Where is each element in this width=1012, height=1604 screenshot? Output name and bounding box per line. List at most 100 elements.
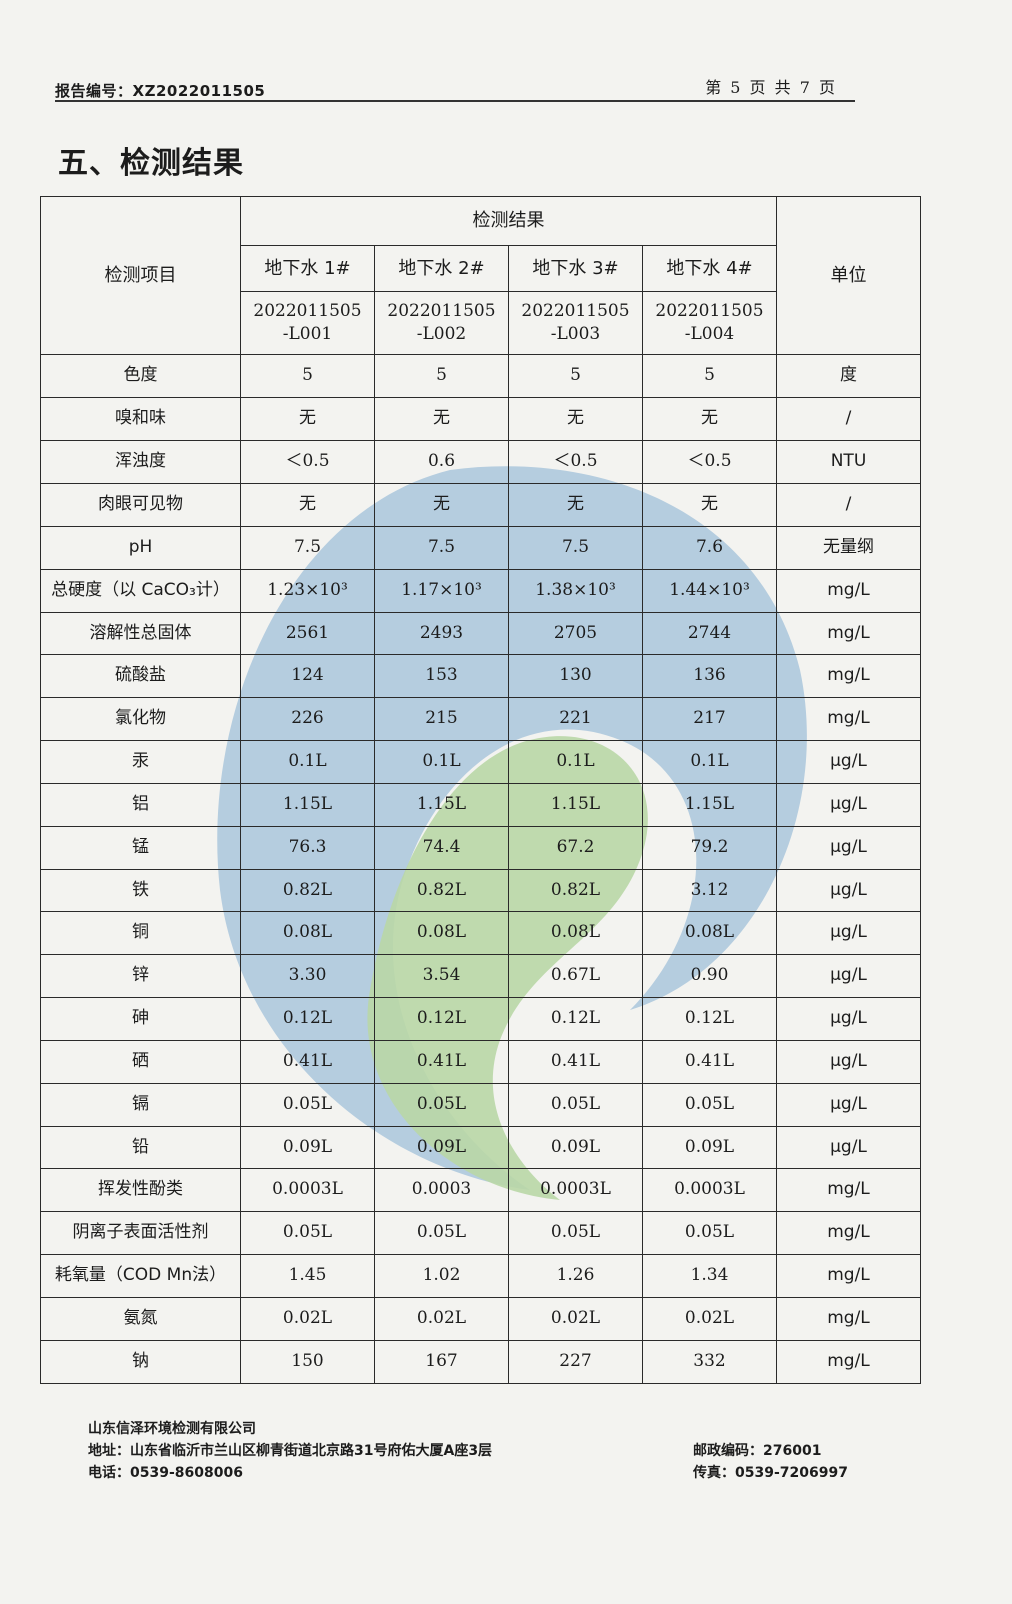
row-item: 氯化物	[40, 697, 241, 742]
row-unit: μg/L	[776, 868, 921, 913]
value-sample-3: 0.0003L	[508, 1168, 643, 1213]
value-sample-3: 1.15L	[508, 782, 643, 827]
table-row: pH 7.5 7.5 7.5 7.6 无量纲	[40, 525, 921, 570]
table-row: 浑浊度 ＜0.5 0.6 ＜0.5 ＜0.5 NTU	[40, 440, 921, 484]
page-header: 报告编号：XZ2022011505 第 5 页 共 7 页	[55, 66, 855, 102]
value-sample-1: 0.1L	[240, 740, 375, 784]
value-sample-4: 3.12	[642, 868, 777, 913]
row-unit: 无量纲	[776, 525, 921, 570]
row-unit: μg/L	[776, 911, 921, 956]
value-sample-2: 0.05L	[374, 1211, 509, 1256]
sample-code: 2022011505-L002	[374, 291, 509, 356]
value-sample-1: 0.02L	[240, 1297, 375, 1341]
value-sample-3: 无	[508, 482, 643, 527]
row-unit: μg/L	[776, 997, 921, 1041]
section-title: 五、检测结果	[58, 146, 244, 181]
value-sample-3: 0.09L	[508, 1125, 643, 1170]
value-sample-2: 74.4	[374, 825, 509, 870]
result-header: 检测结果	[240, 196, 777, 246]
row-item: 总硬度（以 CaCO₃计）	[40, 568, 241, 613]
row-unit: /	[776, 397, 921, 442]
row-unit: mg/L	[776, 611, 921, 656]
value-sample-3: 0.82L	[508, 868, 643, 913]
table-row: 钠 150 167 227 332 mg/L	[40, 1339, 921, 1385]
value-sample-1: 0.09L	[240, 1125, 375, 1170]
value-sample-3: 67.2	[508, 825, 643, 870]
value-sample-1: 76.3	[240, 825, 375, 870]
table-row: 氨氮 0.02L 0.02L 0.02L 0.02L mg/L	[40, 1297, 921, 1341]
value-sample-2: 0.12L	[374, 997, 509, 1041]
value-sample-2: 0.0003	[374, 1168, 509, 1213]
value-sample-2: 215	[374, 697, 509, 742]
value-sample-2: 0.02L	[374, 1297, 509, 1341]
value-sample-1: 0.12L	[240, 997, 375, 1041]
value-sample-3: 0.02L	[508, 1297, 643, 1341]
row-item: 浑浊度	[40, 440, 241, 484]
row-unit: μg/L	[776, 782, 921, 827]
value-sample-1: 1.45	[240, 1254, 375, 1298]
value-sample-3: 0.41L	[508, 1039, 643, 1084]
postcode: 邮政编码：276001	[693, 1443, 822, 1459]
value-sample-2: 无	[374, 482, 509, 527]
row-item: 阴离子表面活性剂	[40, 1211, 241, 1256]
table-row: 硫酸盐 124 153 130 136 mg/L	[40, 654, 921, 699]
fax: 传真：0539-7206997	[693, 1465, 848, 1481]
row-unit: mg/L	[776, 568, 921, 613]
value-sample-4: 1.15L	[642, 782, 777, 827]
value-sample-2: 3.54	[374, 954, 509, 999]
value-sample-4: 79.2	[642, 825, 777, 870]
value-sample-4: 无	[642, 482, 777, 527]
value-sample-3: 0.12L	[508, 997, 643, 1041]
value-sample-4: 0.02L	[642, 1297, 777, 1341]
row-unit: μg/L	[776, 954, 921, 999]
value-sample-4: 1.44×10³	[642, 568, 777, 613]
row-item: 砷	[40, 997, 241, 1041]
value-sample-4: 0.41L	[642, 1039, 777, 1084]
item-header: 检测项目	[40, 195, 241, 356]
value-sample-4: 无	[642, 397, 777, 442]
row-unit: /	[776, 482, 921, 527]
row-item: 钠	[40, 1339, 241, 1385]
table-row: 嗅和味无无无无 /	[40, 397, 921, 442]
value-sample-4: 2744	[642, 611, 777, 656]
value-sample-4: 0.1L	[642, 740, 777, 784]
table-row: 色度 5 5 5 5 度	[40, 354, 921, 399]
table-row: 溶解性总固体 2561 2493 2705 2744 mg/L	[40, 611, 921, 656]
page-number: 第 5 页 共 7 页	[705, 78, 837, 97]
value-sample-4: 0.05L	[642, 1211, 777, 1256]
row-unit: mg/L	[776, 1254, 921, 1298]
row-item: 锌	[40, 954, 241, 999]
value-sample-2: 7.5	[374, 525, 509, 570]
value-sample-2: 1.02	[374, 1254, 509, 1298]
table-row: 总硬度（以 CaCO₃计） 1.23×10³ 1.17×10³ 1.38×10³ 1.4…	[40, 568, 921, 613]
table-row: 镉 0.05L 0.05L 0.05L 0.05L μg/L	[40, 1082, 921, 1127]
value-sample-4: 0.08L	[642, 911, 777, 956]
row-item: 挥发性酚类	[40, 1168, 241, 1213]
sample-name: 地下水 2#	[374, 244, 509, 293]
value-sample-1: 3.30	[240, 954, 375, 999]
table-row: 砷 0.12L 0.12L 0.12L 0.12L μg/L	[40, 997, 921, 1041]
value-sample-1: 7.5	[240, 525, 375, 570]
header-row-1: 检测项目 检测结果 单位	[40, 195, 921, 356]
value-sample-3: 0.1L	[508, 740, 643, 784]
row-item: 镉	[40, 1082, 241, 1127]
sample-name: 地下水 1#	[240, 244, 375, 293]
row-item: 硒	[40, 1039, 241, 1084]
value-sample-4: 217	[642, 697, 777, 742]
value-sample-2: 0.08L	[374, 911, 509, 956]
row-unit: μg/L	[776, 1082, 921, 1127]
value-sample-4: 0.05L	[642, 1082, 777, 1127]
value-sample-1: 1.15L	[240, 782, 375, 827]
value-sample-4: 7.6	[642, 525, 777, 570]
value-sample-3: 无	[508, 397, 643, 442]
value-sample-1: 无	[240, 482, 375, 527]
value-sample-1: 1.23×10³	[240, 568, 375, 613]
value-sample-1: 0.05L	[240, 1082, 375, 1127]
table-row: 汞 0.1L 0.1L 0.1L 0.1L μg/L	[40, 740, 921, 784]
row-item: 嗅和味	[40, 397, 241, 442]
row-unit: 度	[776, 354, 921, 399]
value-sample-1: 5	[240, 354, 375, 399]
table-row: 硒 0.41L 0.41L 0.41L 0.41L μg/L	[40, 1039, 921, 1084]
value-sample-2: 153	[374, 654, 509, 699]
value-sample-4: 0.90	[642, 954, 777, 999]
